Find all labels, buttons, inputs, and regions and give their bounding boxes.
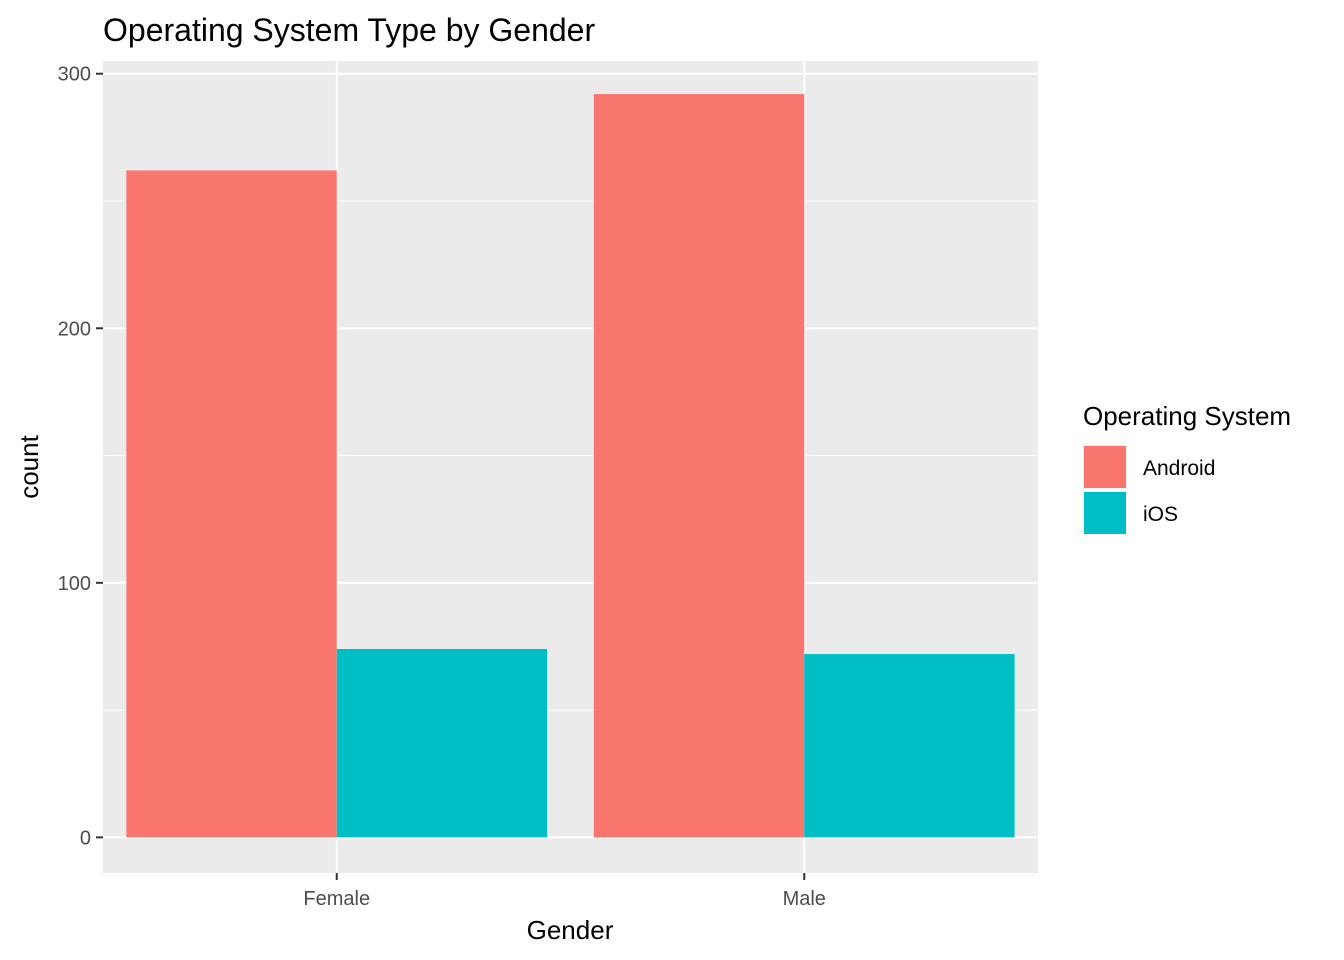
bar-android-female (126, 170, 337, 838)
y-axis: 0 100 200 300 (58, 64, 103, 849)
legend-title: Operating System (1083, 401, 1291, 431)
y-axis-title: count (14, 434, 44, 498)
y-tick-label: 0 (80, 827, 91, 849)
x-axis: Female Male (303, 873, 826, 910)
bar-ios-female (336, 649, 548, 838)
x-axis-title: Gender (527, 915, 614, 945)
x-tick-label: Male (783, 888, 826, 910)
x-tick-label: Female (303, 888, 370, 910)
legend-label-ios: iOS (1143, 503, 1178, 526)
bar-android-male (593, 94, 805, 838)
legend-key-android (1084, 446, 1126, 488)
legend-key-ios (1084, 492, 1126, 534)
legend-items: Android iOS (1083, 445, 1215, 535)
legend-label-android: Android (1143, 457, 1215, 480)
bars (126, 94, 1015, 838)
chart-title: Operating System Type by Gender (103, 12, 595, 48)
legend: Operating System Android iOS (1083, 401, 1291, 535)
bar-ios-male (804, 654, 1015, 838)
y-tick-label: 200 (58, 318, 91, 340)
y-tick-label: 300 (58, 64, 91, 86)
y-tick-label: 100 (58, 573, 91, 595)
